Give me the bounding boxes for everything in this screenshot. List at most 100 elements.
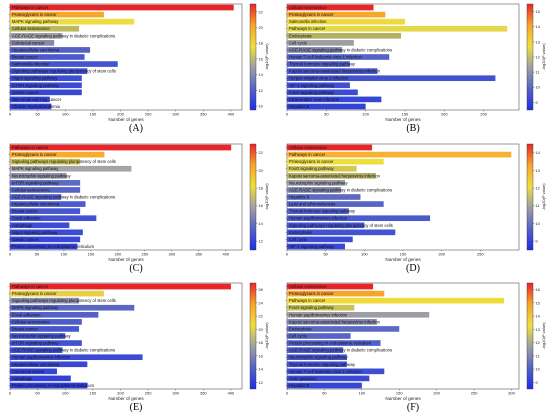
category-label: Thyroid hormone signaling pathway: [289, 209, 356, 214]
colorbar-tick-label: 12: [535, 54, 540, 59]
bar: [287, 4, 374, 11]
bar: [287, 194, 361, 200]
bar: [287, 283, 374, 290]
category-label: MAPK signaling pathway: [12, 19, 59, 24]
x-axis-label: Number of genes: [385, 117, 421, 122]
bar: [10, 326, 80, 332]
bar: [287, 40, 354, 46]
x-tick-label: 100: [62, 112, 69, 117]
x-tick-label: 250: [471, 391, 478, 396]
category-label: Pathways in cancer: [12, 5, 49, 10]
category-label: Breast cancer: [12, 326, 38, 331]
colorbar-tick-label: 22: [258, 314, 263, 319]
x-tick-label: 0: [286, 252, 289, 257]
bar: [10, 283, 231, 290]
chart-panel-3: Pathways in cancer Proteoglycans in cance…: [8, 143, 269, 274]
category-label: Proteoglycans in cancer: [12, 291, 57, 296]
x-tick-label: 350: [195, 252, 202, 257]
chart-panel-2: Cellular senescence Proteoglycans in canc…: [285, 3, 546, 134]
colorbar-label: -log10(P value): [541, 183, 546, 211]
bar: [287, 82, 350, 89]
colorbar-tick-label: 11: [535, 70, 540, 75]
panel-label: (D): [406, 263, 420, 274]
bar: [10, 40, 55, 46]
colorbar-tick-label: 10: [258, 103, 263, 108]
category-label: Hippo signaling pathway: [12, 230, 58, 235]
bar: [10, 201, 86, 207]
colorbar-label: -log10(P value): [264, 43, 269, 71]
x-tick-label: 200: [441, 112, 448, 117]
colorbar: [249, 282, 257, 390]
bar: [10, 361, 88, 368]
category-label: Colorectal cancer: [12, 369, 45, 374]
category-label: Thyroid hormone signaling pathway: [289, 62, 356, 67]
x-tick-label: 100: [61, 252, 68, 257]
category-label: Protein processing in endoplasmic reticu…: [12, 244, 94, 249]
colorbar-tick-label: 14: [535, 150, 540, 155]
x-tick-label: 250: [145, 391, 152, 396]
x-tick-label: 250: [477, 252, 484, 257]
x-tick-label: 50: [322, 391, 327, 396]
colorbar: [526, 143, 534, 251]
colorbar-label: -log10(P value): [264, 183, 269, 211]
x-tick-label: 150: [90, 391, 97, 396]
bar: [10, 47, 91, 53]
colorbar-tick-label: 14: [258, 221, 263, 226]
colorbar-tick-label: 22: [258, 150, 263, 155]
category-label: Hepatitis B: [289, 383, 309, 388]
category-label: HIF-1 signaling pathway: [289, 244, 335, 249]
category-label: Gastric cancer: [12, 90, 40, 95]
colorbar-tick-label: 9: [535, 380, 538, 385]
category-label: Kaposi sarcoma-associated herpesvirus in…: [289, 173, 381, 178]
bar: [287, 201, 384, 207]
category-label: Focal adhesion: [12, 312, 41, 317]
bar: [10, 61, 118, 67]
bar: [10, 180, 81, 186]
x-tick-label: 150: [396, 391, 403, 396]
bar: [287, 375, 370, 382]
x-tick-label: 300: [508, 391, 515, 396]
category-label: Human T-cell leukemia virus 1 infection: [289, 369, 362, 374]
x-tick-label: 0: [286, 112, 289, 117]
bar: [10, 82, 82, 89]
x-tick-label: 100: [62, 391, 69, 396]
bar: [287, 208, 349, 214]
x-tick-label: 200: [433, 391, 440, 396]
category-label: Cellular senescence: [289, 5, 327, 10]
category-label: AGE-RAGE signaling pathway in diabetic c…: [289, 187, 392, 192]
x-tick-label: 100: [361, 252, 368, 257]
category-label: Signaling pathways regulating pluripoten…: [12, 159, 116, 164]
bar: [10, 89, 82, 96]
category-label: Human T-cell leukemia virus 1 infection: [289, 55, 362, 60]
category-label: Thyroid hormone signaling pathway: [289, 362, 356, 367]
category-label: AGE-RAGE signaling pathway in diabetic c…: [289, 47, 392, 52]
x-tick-label: 150: [88, 252, 95, 257]
category-label: Cellular senescence: [289, 145, 327, 150]
x-tick-label: 350: [200, 391, 207, 396]
bar: [287, 158, 384, 165]
category-label: MAPK signaling pathway: [12, 166, 59, 171]
bar: [10, 75, 82, 82]
bar: [287, 368, 385, 375]
colorbar-tick-label: 10: [535, 221, 540, 226]
category-label: Endocytosis: [289, 230, 312, 235]
bar: [10, 25, 80, 32]
category-label: mTOR signaling pathway: [12, 341, 60, 346]
bar: [287, 75, 496, 82]
x-axis-label: Number of genes: [108, 257, 144, 262]
bar: [10, 354, 143, 361]
bar: [287, 103, 366, 110]
bar: [287, 18, 405, 25]
category-label: Hepatitis B: [289, 104, 309, 109]
category-label: AGE-RAGE signaling pathway in diabetic c…: [12, 33, 115, 38]
bar: [287, 144, 373, 151]
bar: [10, 144, 232, 151]
category-label: Pathways in cancer: [289, 26, 326, 31]
category-label: Hepatocellular carcinoma: [12, 202, 60, 207]
bar: [10, 382, 88, 389]
bar: [10, 375, 71, 382]
x-tick-label: 400: [228, 112, 235, 117]
chart-panel-5: Pathways in cancer Proteoglycans in cance…: [8, 282, 269, 413]
bar: [10, 340, 82, 346]
colorbar-tick-label: 12: [258, 380, 263, 385]
